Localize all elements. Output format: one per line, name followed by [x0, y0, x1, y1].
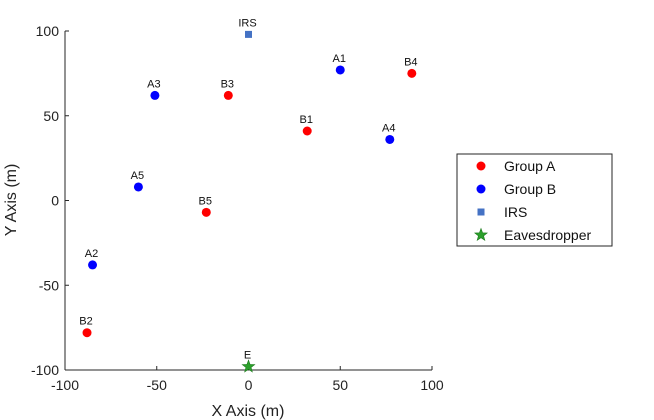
x-tick-label: 50 [332, 377, 348, 393]
point-label: B5 [199, 195, 212, 207]
data-point-b1 [302, 126, 312, 136]
point-label: A2 [85, 248, 98, 260]
data-point-a2 [88, 260, 98, 270]
legend-label-eavesdropper: Eavesdropper [504, 227, 592, 243]
legend-label-group-a: Group A [504, 158, 556, 174]
data-point-a4 [385, 134, 395, 144]
legend-marker-group-a [476, 161, 486, 171]
legend-marker-eavesdropper [473, 227, 489, 241]
data-point-b4 [407, 68, 417, 78]
legend: Group A Group B IRS Eavesdropper [456, 153, 613, 247]
legend-marker-irs [477, 208, 485, 216]
data-point-b3 [223, 90, 233, 100]
data-point-e [241, 359, 256, 373]
point-label: E [244, 350, 251, 362]
data-point-irs [245, 30, 252, 38]
plot-background [65, 31, 432, 370]
point-label: IRS [238, 17, 256, 29]
data-point-a3 [150, 90, 160, 100]
legend-items: Group A Group B IRS Eavesdropper [473, 158, 592, 243]
legend-marker-group-b [476, 184, 486, 194]
plot-area: -100 -50 0 50 100 -100 -50 0 50 100 B1 B2 B3 B4 B5 A1… [31, 17, 444, 393]
point-label: B1 [299, 114, 312, 126]
data-point-a5 [133, 182, 143, 192]
x-ticks: -100 -50 0 50 100 [51, 366, 444, 393]
point-label: B2 [79, 316, 92, 328]
x-axis-label: X Axis (m) [212, 403, 285, 420]
y-tick-label: 100 [36, 23, 60, 39]
data-point-a1 [335, 65, 345, 75]
point-label: A1 [333, 53, 346, 65]
y-tick-label: -100 [31, 362, 59, 378]
data-point-b5 [201, 207, 211, 217]
point-label: A5 [131, 170, 144, 182]
y-ticks: -100 -50 0 50 100 [31, 23, 69, 378]
y-tick-label: 0 [51, 193, 59, 209]
x-tick-label: -100 [51, 377, 79, 393]
point-label: B4 [404, 56, 417, 68]
y-tick-label: -50 [39, 277, 59, 293]
x-tick-label: 100 [420, 377, 444, 393]
y-axis-label: Y Axis (m) [3, 164, 20, 237]
legend-label-irs: IRS [504, 204, 527, 220]
y-tick-label: 50 [43, 108, 59, 124]
point-label: B3 [221, 78, 234, 90]
legend-label-group-b: Group B [504, 181, 556, 197]
data-point-b2 [82, 328, 92, 338]
point-label: A3 [147, 78, 160, 90]
x-tick-label: 0 [245, 377, 253, 393]
point-label: A4 [382, 122, 395, 134]
x-tick-label: -50 [147, 377, 167, 393]
data-points: B1 B2 B3 B4 B5 A1 A2 A3 A4 A5 IRS E [79, 17, 418, 373]
